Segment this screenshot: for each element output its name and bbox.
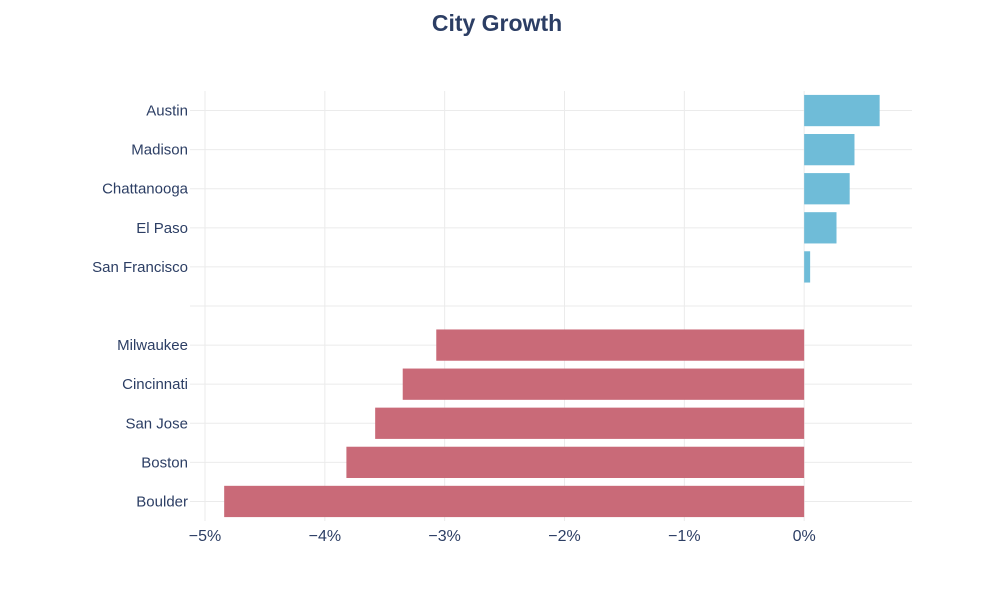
x-tick-label: −2%: [548, 528, 580, 545]
y-tick-label: Austin: [146, 103, 188, 120]
bar-boulder[interactable]: [224, 485, 805, 518]
bars-layer: [224, 94, 880, 518]
x-tick-label: −4%: [309, 528, 341, 545]
y-tick-label: Boston: [141, 454, 188, 471]
bar-san-francisco[interactable]: [804, 251, 811, 283]
bar-el-paso[interactable]: [804, 212, 837, 244]
y-tick-label: Boulder: [136, 493, 188, 510]
x-tick-label: 0%: [793, 528, 816, 545]
bar-madison[interactable]: [804, 134, 855, 166]
y-tick-label: San Francisco: [92, 259, 188, 276]
bar-chattanooga[interactable]: [804, 173, 850, 205]
x-tick-label: −5%: [189, 528, 221, 545]
y-tick-label: El Paso: [136, 220, 188, 237]
bar-cincinnati[interactable]: [402, 368, 805, 400]
x-tick-label: −3%: [428, 528, 460, 545]
bar-san-jose[interactable]: [375, 407, 805, 439]
chart-title: City Growth: [431, 10, 563, 36]
x-tick-label: −1%: [668, 528, 700, 545]
bar-austin[interactable]: [804, 94, 880, 127]
bar-boston[interactable]: [346, 446, 805, 478]
y-tick-label: Cincinnati: [122, 376, 188, 393]
x-axis-labels: −5% −4% −3% −2% −1% 0%: [189, 528, 816, 545]
y-tick-label: Madison: [131, 142, 188, 159]
y-axis-labels: Austin Madison Chattanooga El Paso San Franc…: [92, 103, 189, 511]
bar-milwaukee[interactable]: [436, 329, 805, 361]
y-tick-label: Milwaukee: [117, 337, 188, 354]
y-tick-label: San Jose: [125, 415, 188, 432]
y-tick-label: Chattanooga: [102, 181, 189, 198]
